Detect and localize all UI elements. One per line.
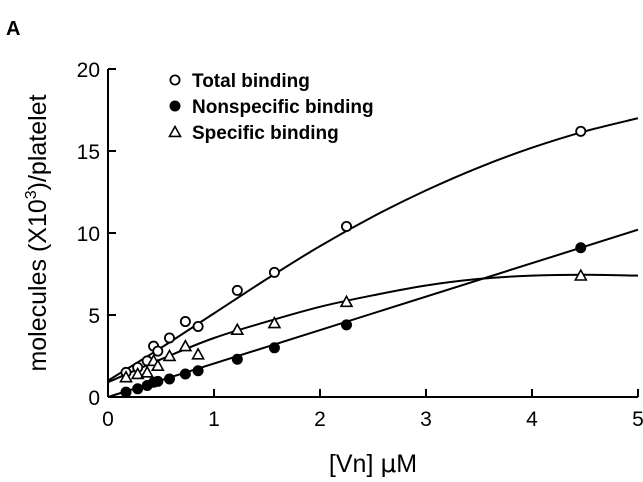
legend: Total binding Nonspecific binding Specific… — [168, 71, 374, 144]
point-total-binding-4 — [152, 345, 164, 357]
y-ticks: 0 5 10 15 20 — [77, 59, 116, 410]
legend-marker-nonspecific-binding — [169, 100, 181, 112]
point-specific-binding-10 — [339, 294, 354, 308]
x-ticks: 0 1 2 3 4 5 — [102, 389, 643, 431]
x-axis-title: [Vn] μM — [329, 449, 417, 478]
x-axis-title-part-1: [Vn] — [329, 450, 380, 478]
point-specific-binding-2 — [140, 365, 155, 378]
point-total-binding-6 — [179, 316, 191, 328]
fit-curve-specific-binding — [107, 273, 639, 384]
panel-label: A — [6, 18, 20, 40]
point-nonspecific-binding-5 — [163, 373, 175, 385]
legend-label-total-binding: Total binding — [192, 71, 310, 92]
point-nonspecific-binding-10 — [341, 319, 352, 331]
point-total-binding-8 — [231, 284, 243, 296]
y-tick-label-0: 0 — [88, 387, 100, 410]
x-tick-label-0: 0 — [102, 408, 114, 431]
point-specific-binding-9 — [267, 316, 282, 329]
data-points — [119, 125, 588, 398]
x-axis-title-mu: μ — [380, 449, 396, 478]
x-tick-label-3: 3 — [420, 408, 432, 431]
point-nonspecific-binding-7 — [192, 365, 204, 377]
point-nonspecific-binding-0 — [120, 386, 132, 398]
x-tick-label-5: 5 — [632, 408, 643, 431]
x-tick-label-1: 1 — [208, 408, 220, 431]
point-nonspecific-binding-6 — [179, 368, 191, 380]
y-tick-label-1: 5 — [88, 305, 100, 328]
y-axis-title-part-3: )/platelet — [24, 94, 52, 190]
point-specific-binding-7 — [191, 347, 205, 360]
point-total-binding-11 — [575, 125, 587, 137]
x-tick-label-4: 4 — [526, 408, 538, 431]
x-tick-label-2: 2 — [314, 408, 326, 431]
point-nonspecific-binding-11 — [575, 242, 587, 254]
point-specific-binding-4 — [150, 358, 165, 372]
point-total-binding-7 — [192, 320, 204, 332]
legend-label-specific-binding: Specific binding — [192, 123, 339, 144]
y-tick-label-3: 15 — [77, 141, 100, 164]
y-tick-label-4: 20 — [77, 59, 100, 82]
point-nonspecific-binding-4 — [152, 375, 164, 387]
fit-curve-total-binding — [107, 117, 639, 382]
point-specific-binding-6 — [178, 339, 193, 352]
point-specific-binding-5 — [162, 348, 177, 362]
point-specific-binding-0 — [119, 370, 133, 383]
legend-label-nonspecific-binding: Nonspecific binding — [192, 97, 374, 118]
y-axis-title: molecules (X103)/platelet — [23, 94, 52, 371]
point-specific-binding-8 — [230, 322, 245, 336]
y-tick-label-2: 10 — [77, 223, 100, 246]
legend-marker-specific-binding — [168, 124, 182, 138]
legend-marker-total-binding — [169, 74, 181, 86]
point-nonspecific-binding-1 — [132, 383, 144, 395]
x-axis-title-part-3: M — [396, 450, 417, 478]
point-nonspecific-binding-8 — [231, 353, 243, 365]
point-specific-binding-1 — [130, 366, 145, 380]
point-total-binding-9 — [268, 266, 280, 278]
y-axis-title-superscript: 3 — [23, 190, 40, 199]
point-total-binding-10 — [340, 220, 352, 232]
y-axis-title-part-1: molecules (X10 — [24, 199, 52, 371]
point-nonspecific-binding-9 — [268, 342, 280, 354]
point-specific-binding-11 — [573, 268, 588, 281]
fit-curves — [107, 117, 639, 398]
point-total-binding-5 — [163, 332, 175, 344]
